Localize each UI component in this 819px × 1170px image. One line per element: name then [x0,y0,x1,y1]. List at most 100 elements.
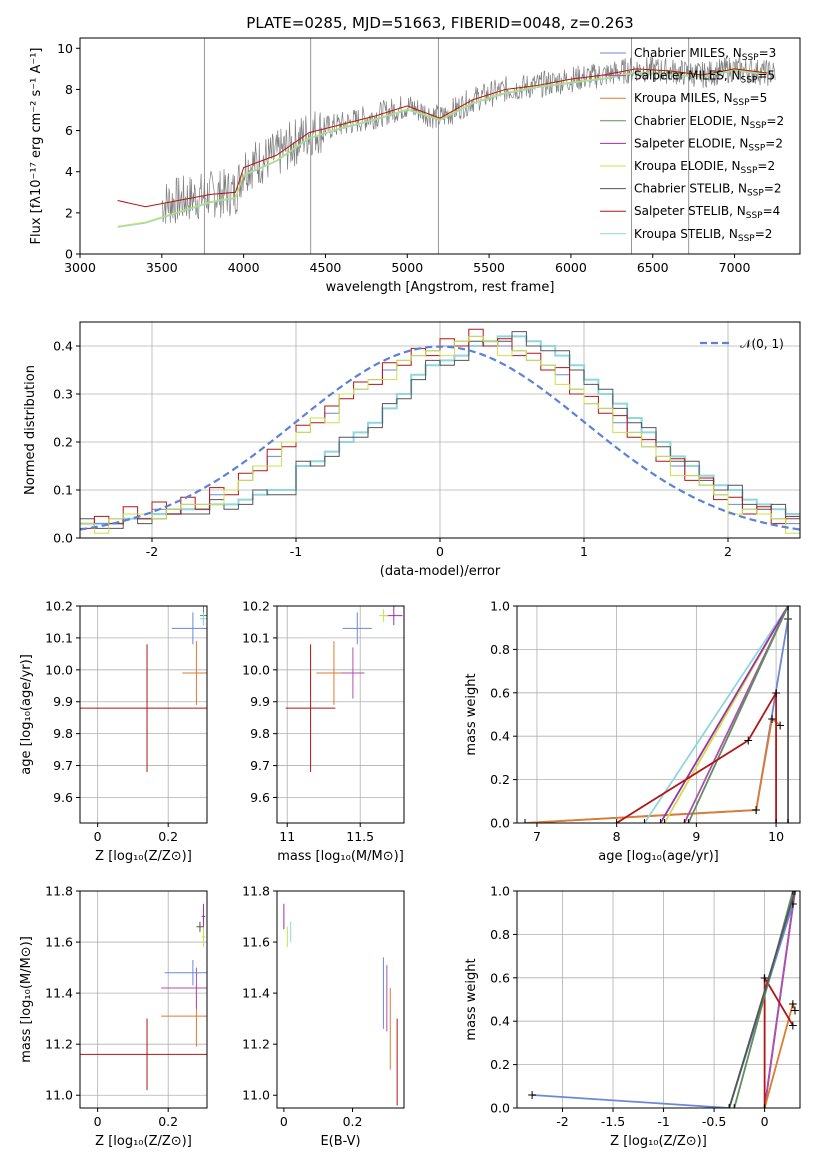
x-tick-label: 0.2 [158,1114,178,1129]
x-axis-label: age [log₁₀(age/yr)] [598,849,719,864]
weight-marker: + [520,815,530,830]
spectrum-panel: 3000 3500 4000 4500 5000 5500 6000 6500 7000 0 2 4 6… [29,37,801,295]
y-tick-label: 0.2 [490,1057,510,1072]
age_vs_mass-grid [277,605,404,823]
weight-marker: + [788,883,798,898]
weight-line-4 [659,606,789,823]
legend-label: Salpeter STELIB, NSSP=4 [634,204,780,221]
y-tick-label: 0.6 [490,970,510,985]
residuals-plot [80,328,800,534]
weight-marker: + [724,1100,734,1115]
y-tick-label: 9.9 [53,694,73,709]
residuals-panel: -2 -1 0 1 2 0.0 0.1 0.2 0.3 0.4 (data-model)/error… [23,321,801,579]
y-axis-label: age [log₁₀(age/yr)] [19,654,34,775]
weight-line-7 [616,689,777,823]
weight-marker: + [788,896,798,911]
y-tick-label: 2 [65,205,73,220]
y-tick-label: 11.4 [45,986,73,1001]
x-tick-label: 0.2 [343,1114,363,1129]
weight-marker: + [788,1018,798,1033]
weight-line-7 [763,974,794,1108]
y-tick-label: 0 [65,247,73,262]
mass_vs_EBV-panel: 0 0.2 11.0 11.2 11.4 11.6 11.8 E(B-V) [242,884,405,1149]
x-tick-label: 6500 [637,260,669,275]
weight-marker: + [639,815,649,830]
y-tick-label: 10 [57,41,73,56]
age_vs_Z-plot [80,606,207,772]
y-tick-label: 11.6 [45,935,73,950]
y-tick-label: 11.8 [45,884,73,899]
weight-marker: + [655,815,665,830]
y-tick-label: 10.1 [242,630,270,645]
weight_vs_age-panel: +++++++++++++++++++++ ++7 8 9 10 0.0 0.2 0.4 0.6… [464,599,801,864]
y-tick-label: 0.4 [53,339,73,354]
y-tick-label: 0.0 [490,1101,510,1116]
y-tick-label: 0.2 [53,435,73,450]
y-tick-label: 9.8 [53,726,73,741]
x-tick-label: 3000 [64,260,96,275]
weight-line-2 [763,1000,796,1108]
weight_vs_Z-panel: +++++++++++++++++++++-2 -1.5 -1 -0.5 0 0.0 0.2… [464,883,801,1149]
y-tick-label: 0.0 [490,816,510,831]
weight-marker: + [790,883,800,898]
y-tick-label: 11.6 [242,935,270,950]
weight-line-1 [763,891,796,1108]
y-axis-label: Normed distribution [23,365,38,495]
y-tick-label: 11.0 [242,1088,270,1103]
spectrum-plot [117,38,776,254]
y-tick-label: 4 [65,164,73,179]
y-tick-label: 11.8 [242,884,270,899]
x-tick-label: 0.2 [158,829,178,844]
y-tick-label: 0.8 [490,642,510,657]
weight-marker: + [771,815,781,830]
y-axis-label: mass [log₁₀(M/M⊙)] [19,936,34,1063]
mass_vs_Z-frame [79,890,208,1109]
x-axis-label: Z [log₁₀(Z/Z⊙)] [610,1134,707,1149]
hist-kroupa-elodie [80,335,800,534]
x-tick-label: 0 [761,1114,769,1129]
x-tick-label: 0 [94,829,102,844]
y-tick-label: 0.6 [490,685,510,700]
age_vs_mass-panel: 11 11.5 9.6 9.7 9.8 9.9 10.0 10.1 10.2 mass [log₁… [242,599,405,864]
model-salpeter-stelib [117,68,768,208]
weight-marker: + [771,685,781,700]
y-tick-label: 9.8 [250,726,270,741]
y-tick-label: 6 [65,123,73,138]
weight-marker: + [611,815,621,830]
weight-marker: + [775,717,785,732]
x-axis-label: wavelength [Angstrom, rest frame] [326,280,555,295]
mass_vs_Z-panel: 0 0.2 11.0 11.2 11.4 11.6 11.8 Z [log₁₀(Z/Z⊙)] m… [19,884,208,1149]
age_vs_Z-panel: 0 0.2 9.6 9.7 9.8 9.9 10.0 10.1 10.2 Z [log₁₀(Z/Z… [19,599,208,864]
x-tick-label: -2 [556,1114,568,1129]
x-tick-label: 10 [768,829,784,844]
age_vs_Z-frame [79,605,208,824]
mass_vs_Z-grid [80,890,207,1108]
model-kroupa-elodie [117,69,768,227]
x-tick-label: 0 [94,1114,102,1129]
x-tick-label: 5000 [391,260,423,275]
age_vs_Z-grid [80,605,207,823]
weight_vs_age-frame [516,605,801,824]
y-tick-label: 9.6 [250,790,270,805]
x-tick-label: -2 [146,544,158,559]
x-tick-label: 1 [580,544,588,559]
mass_vs_EBV-frame [276,890,405,1109]
weight-line-3 [733,891,794,1108]
spectrum-frame [79,37,801,255]
x-tick-label: 0 [280,1114,288,1129]
weight-marker: + [759,970,769,985]
y-tick-label: 9.9 [250,694,270,709]
residuals-frame [79,321,801,539]
y-tick-label: 9.7 [250,758,270,773]
y-tick-label: 1.0 [490,884,510,899]
weight_vs_age-plot: +++++++++++++++++++++ ++ [520,606,793,830]
x-tick-label: 11.5 [346,829,374,844]
weight-marker: + [783,815,793,830]
legend-label: Kroupa MILES, NSSP=5 [634,91,767,108]
x-tick-label: 2 [724,544,732,559]
x-axis-label: E(B-V) [320,1134,360,1149]
weight-marker: + [724,1100,734,1115]
weight-marker: + [743,733,753,748]
x-tick-label: 8 [613,829,621,844]
x-tick-label: 9 [692,829,700,844]
